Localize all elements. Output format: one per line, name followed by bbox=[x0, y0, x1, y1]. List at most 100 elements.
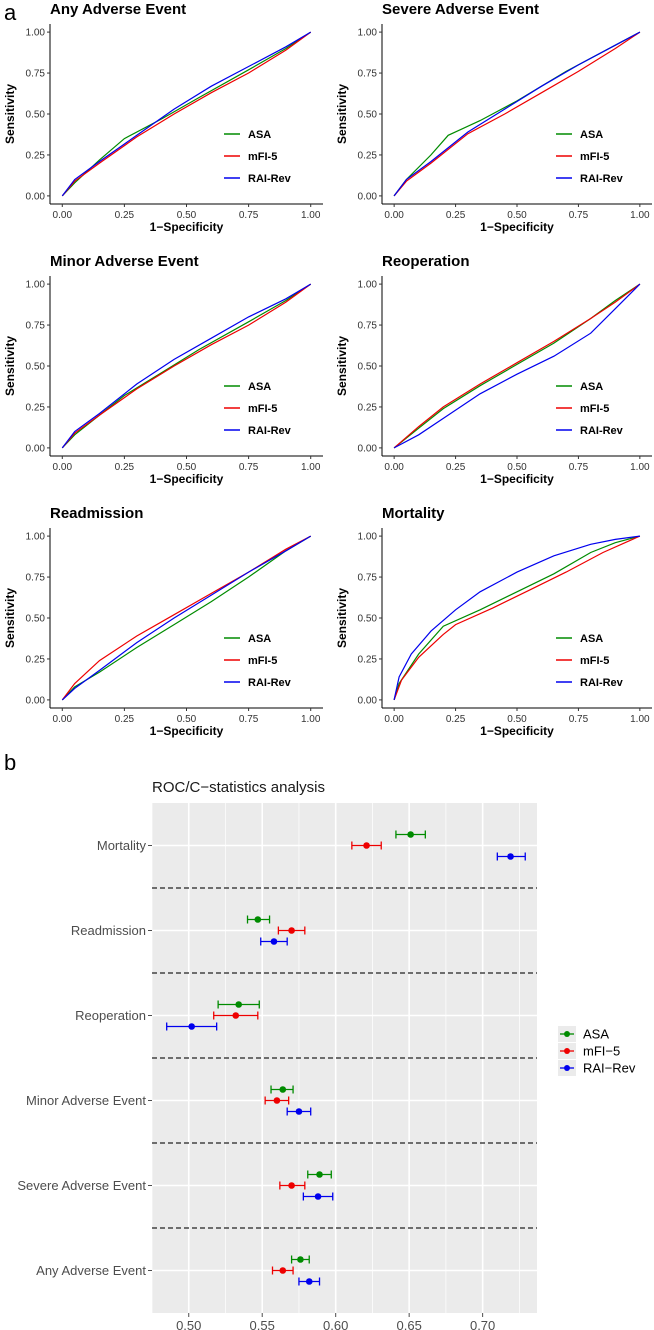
roc-y-tick-label: 0.25 bbox=[26, 654, 46, 665]
roc-y-tick-label: 0.00 bbox=[26, 695, 46, 706]
roc-legend-label: mFI-5 bbox=[248, 403, 277, 415]
roc-curve-mfi-5 bbox=[393, 283, 641, 449]
roc-x-tick-label: 0.00 bbox=[384, 714, 404, 725]
roc-legend-label: mFI-5 bbox=[248, 655, 277, 667]
roc-subplot-5: Readmission 0.00 0.00 0.25 0.25 0.50 0.50 0.75 0… bbox=[3, 505, 323, 738]
forest-point-mfi-5 bbox=[363, 842, 370, 849]
roc-y-tick-label: 0.25 bbox=[358, 402, 378, 413]
roc-legend-label: RAI-Rev bbox=[248, 173, 292, 185]
roc-y-tick-label: 0.00 bbox=[358, 443, 378, 454]
roc-legend-label: RAI-Rev bbox=[580, 425, 624, 437]
forest-point-mfi-5 bbox=[232, 1012, 240, 1019]
forest-x-tick-label: 0.65 bbox=[397, 1318, 422, 1330]
roc-subplot-title: Severe Adverse Event bbox=[382, 1, 539, 18]
roc-curve-rai-rev bbox=[393, 283, 641, 449]
roc-y-tick-label: 0.75 bbox=[358, 69, 378, 80]
roc-curve-mfi-5 bbox=[61, 31, 312, 197]
roc-x-tick-label: 0.00 bbox=[384, 462, 404, 473]
roc-y-tick-label: 0.50 bbox=[358, 614, 378, 625]
roc-y-tick-label: 0.75 bbox=[26, 321, 46, 332]
forest-point-rai-rev bbox=[305, 1278, 313, 1285]
roc-x-tick-label: 0.50 bbox=[177, 462, 197, 473]
panel-label-a: a bbox=[4, 0, 17, 25]
roc-x-tick-label: 0.75 bbox=[569, 462, 589, 473]
forest-title: ROC/C−statistics analysis bbox=[152, 779, 325, 796]
forest-legend-key-point bbox=[564, 1065, 570, 1071]
roc-y-tick-label: 1.00 bbox=[358, 28, 378, 39]
roc-x-tick-label: 0.00 bbox=[53, 714, 73, 725]
roc-subplot-title: Any Adverse Event bbox=[50, 1, 186, 18]
roc-x-tick-label: 0.50 bbox=[507, 714, 527, 725]
roc-y-axis-title: Sensitivity bbox=[335, 84, 349, 144]
forest-category-label: Any Adverse Event bbox=[36, 1263, 146, 1278]
roc-y-tick-label: 1.00 bbox=[26, 532, 46, 543]
roc-x-tick-label: 0.25 bbox=[115, 714, 135, 725]
roc-legend-label: mFI-5 bbox=[580, 151, 609, 163]
roc-x-axis-title: 1−Specificity bbox=[150, 724, 224, 738]
forest-point-rai-rev bbox=[188, 1023, 195, 1030]
roc-y-tick-label: 0.00 bbox=[26, 443, 46, 454]
roc-y-tick-label: 0.00 bbox=[358, 695, 378, 706]
roc-x-tick-label: 0.00 bbox=[384, 210, 404, 221]
forest-category-label: Minor Adverse Event bbox=[26, 1093, 146, 1108]
roc-subplot-2: Severe Adverse Event 0.00 0.00 0.25 0.25 0.50… bbox=[335, 1, 652, 234]
roc-x-tick-label: 1.00 bbox=[630, 462, 650, 473]
forest-x-tick-label: 0.55 bbox=[250, 1318, 275, 1330]
roc-x-axis-title: 1−Specificity bbox=[150, 220, 224, 234]
roc-y-tick-label: 0.75 bbox=[358, 321, 378, 332]
roc-legend-label: RAI-Rev bbox=[580, 173, 624, 185]
forest-legend-label: ASA bbox=[583, 1027, 609, 1042]
roc-y-tick-label: 0.75 bbox=[26, 69, 46, 80]
roc-legend-label: mFI-5 bbox=[580, 403, 609, 415]
roc-x-tick-label: 1.00 bbox=[301, 210, 321, 221]
roc-subplot-title: Reoperation bbox=[382, 253, 470, 270]
forest-point-asa bbox=[254, 916, 262, 923]
panel-label-b: b bbox=[4, 750, 16, 775]
roc-curve-rai-rev bbox=[61, 31, 312, 197]
roc-legend-label: ASA bbox=[580, 633, 603, 645]
roc-legend-label: ASA bbox=[248, 129, 271, 141]
roc-x-axis-title: 1−Specificity bbox=[480, 724, 554, 738]
roc-x-axis-title: 1−Specificity bbox=[480, 472, 554, 486]
roc-x-tick-label: 0.50 bbox=[507, 210, 527, 221]
roc-y-tick-label: 1.00 bbox=[26, 28, 46, 39]
roc-y-tick-label: 0.25 bbox=[26, 402, 46, 413]
roc-curve-rai-rev bbox=[61, 535, 312, 701]
forest-category-label: Mortality bbox=[97, 838, 147, 853]
roc-y-tick-label: 0.50 bbox=[358, 110, 378, 121]
forest-point-asa bbox=[407, 831, 414, 838]
roc-x-tick-label: 0.25 bbox=[115, 210, 135, 221]
roc-legend-label: ASA bbox=[248, 381, 271, 393]
forest-point-mfi-5 bbox=[288, 927, 295, 934]
roc-legend-label: mFI-5 bbox=[580, 655, 609, 667]
forest-legend-key-point bbox=[564, 1031, 570, 1037]
roc-legend-label: RAI-Rev bbox=[580, 677, 624, 689]
roc-legend-label: RAI-Rev bbox=[248, 425, 292, 437]
roc-curve-asa bbox=[61, 31, 312, 197]
panel-b-forest-plot: ROC/C−statistics analysis 0.50 0.55 0.60 0.6… bbox=[17, 779, 636, 1330]
forest-point-mfi-5 bbox=[288, 1182, 295, 1189]
roc-legend-label: mFI-5 bbox=[248, 151, 277, 163]
roc-x-tick-label: 0.75 bbox=[569, 714, 589, 725]
roc-legend-label: ASA bbox=[248, 633, 271, 645]
roc-subplot-title: Mortality bbox=[382, 505, 445, 522]
roc-legend-label: ASA bbox=[580, 381, 603, 393]
roc-curve-asa bbox=[393, 283, 641, 449]
roc-subplot-6: Mortality 0.00 0.00 0.25 0.25 0.50 0.50 0.75 0.7… bbox=[335, 505, 652, 738]
roc-x-axis-title: 1−Specificity bbox=[150, 472, 224, 486]
roc-curve-asa bbox=[61, 283, 312, 449]
roc-y-tick-label: 0.50 bbox=[26, 614, 46, 625]
roc-x-tick-label: 1.00 bbox=[301, 462, 321, 473]
roc-y-tick-label: 0.75 bbox=[358, 573, 378, 584]
roc-legend-label: RAI-Rev bbox=[248, 677, 292, 689]
roc-y-axis-title: Sensitivity bbox=[3, 84, 17, 144]
forest-legend-label: RAI−Rev bbox=[583, 1061, 636, 1076]
roc-x-tick-label: 0.00 bbox=[53, 210, 73, 221]
roc-x-tick-label: 0.50 bbox=[177, 714, 197, 725]
forest-x-tick-label: 0.60 bbox=[323, 1318, 348, 1330]
roc-x-tick-label: 0.75 bbox=[239, 210, 259, 221]
roc-x-tick-label: 0.50 bbox=[177, 210, 197, 221]
roc-y-axis-title: Sensitivity bbox=[335, 588, 349, 648]
roc-y-axis-title: Sensitivity bbox=[3, 588, 17, 648]
forest-point-asa bbox=[297, 1256, 304, 1263]
